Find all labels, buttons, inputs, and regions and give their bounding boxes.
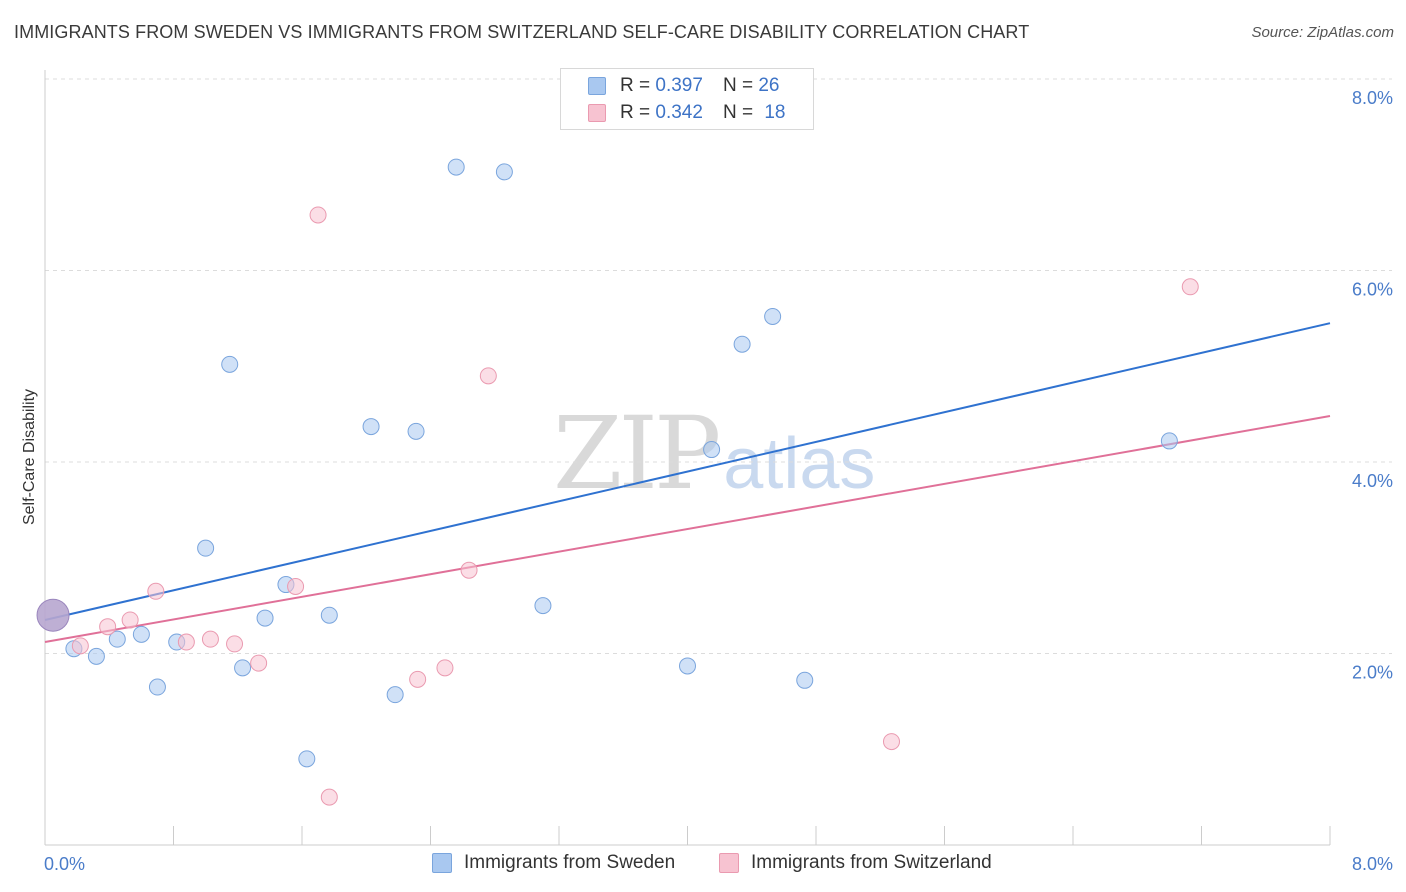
legend-row-switzerland: R = 0.342 N = 18 (588, 102, 785, 124)
point-switzerland (177, 633, 195, 651)
point-sweden (386, 686, 404, 704)
stats-legend: R = 0.397 N = 26 R = 0.342 N = 18 (560, 68, 814, 130)
point-switzerland (309, 206, 327, 224)
point-sweden (221, 355, 239, 373)
y-tick-label: 8.0% (1352, 88, 1393, 108)
point-switzerland (226, 635, 244, 653)
point-switzerland (201, 630, 219, 648)
point-sweden (362, 418, 380, 436)
point-switzerland (320, 788, 338, 806)
legend-swatch-switzerland (719, 853, 739, 873)
y-tick-label: 6.0% (1352, 280, 1393, 300)
x-tick-label-min: 0.0% (44, 854, 85, 874)
source-credit: Source: ZipAtlas.com (1251, 24, 1394, 41)
legend-label-switzerland: Immigrants from Switzerland (751, 852, 992, 873)
legend-n-value: 26 (758, 75, 780, 96)
point-sweden (108, 630, 126, 648)
point-sweden (733, 335, 751, 353)
point-switzerland (479, 367, 497, 385)
axes (44, 70, 1330, 846)
watermark: ZIPatlas (553, 395, 875, 512)
point-sweden (298, 750, 316, 768)
legend-item-sweden: Immigrants from Sweden (432, 852, 675, 874)
point-sweden (764, 307, 782, 325)
point-sweden (36, 598, 70, 632)
legend-r-value: 0.397 (655, 75, 703, 96)
point-sweden (679, 657, 696, 675)
point-switzerland (121, 611, 139, 629)
point-sweden (407, 422, 425, 440)
chart-title: IMMIGRANTS FROM SWEDEN VS IMMIGRANTS FRO… (14, 22, 1030, 42)
point-switzerland (436, 659, 454, 677)
legend-n-value: 18 (764, 102, 786, 123)
point-switzerland (409, 670, 427, 688)
legend-r-value: 0.342 (655, 102, 703, 123)
trendline-sweden (44, 322, 1331, 621)
legend-r-label: R = (620, 75, 651, 96)
legend-n-label: N = (722, 102, 754, 123)
legend-item-switzerland: Immigrants from Switzerland (719, 852, 992, 874)
point-sweden (132, 625, 150, 643)
point-switzerland (882, 733, 900, 751)
legend-swatch-sweden (432, 853, 452, 873)
data-points (36, 158, 1199, 806)
y-tick-labels: 2.0% 4.0% 6.0% 8.0% (1352, 88, 1393, 683)
point-sweden (534, 597, 552, 615)
point-sweden (447, 158, 465, 176)
point-sweden (1160, 432, 1178, 450)
point-switzerland (460, 561, 478, 579)
trend-lines (44, 322, 1331, 643)
legend-row-sweden: R = 0.397 N = 26 (588, 75, 779, 97)
x-tick-label-max: 8.0% (1352, 854, 1393, 874)
watermark-atlas: atlas (723, 424, 876, 504)
legend-r-label: R = (620, 102, 651, 123)
point-switzerland (250, 654, 268, 672)
point-sweden (234, 659, 252, 677)
y-tick-label: 2.0% (1352, 663, 1393, 683)
legend-label-sweden: Immigrants from Sweden (464, 852, 676, 873)
point-sweden (256, 609, 274, 627)
point-sweden (320, 606, 338, 624)
point-sweden (87, 647, 105, 665)
legend-n-label: N = (722, 75, 754, 96)
gridlines (45, 78, 1392, 654)
trendline-switzerland (44, 415, 1331, 643)
point-switzerland (71, 637, 89, 655)
point-sweden (703, 441, 721, 459)
y-tick-label: 4.0% (1352, 471, 1393, 491)
point-sweden (796, 671, 814, 689)
point-switzerland (287, 577, 305, 595)
point-sweden (148, 678, 166, 696)
point-sweden (197, 539, 215, 557)
point-sweden (495, 163, 513, 181)
point-switzerland (147, 582, 165, 600)
y-axis-label: Self-Care Disability (21, 389, 38, 525)
watermark-zip: ZIP (553, 395, 721, 512)
legend-swatch-switzerland (588, 104, 606, 122)
point-switzerland (99, 618, 117, 636)
point-switzerland (1181, 278, 1199, 296)
legend-swatch-sweden (588, 77, 606, 95)
x-ticks (173, 826, 1331, 845)
